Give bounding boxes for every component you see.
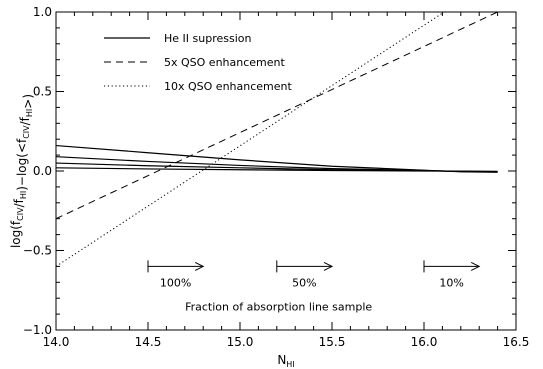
x-tick-label: 15.0	[227, 335, 254, 349]
annotation-caption: Fraction of absorption line sample	[185, 300, 372, 313]
series-line-dotted	[56, 12, 446, 267]
y-tick-label: 1.0	[33, 5, 52, 19]
y-tick-label: −0.5	[23, 244, 52, 258]
annotation-percent-label: 10%	[439, 276, 463, 289]
annotation-arrow-head	[194, 261, 205, 271]
x-tick-label: 16.5	[503, 335, 530, 349]
y-tick-label: −1.0	[23, 323, 52, 337]
x-axis-label: NHI	[277, 353, 294, 369]
x-tick-label: 14.5	[135, 335, 162, 349]
x-tick-label: 15.5	[319, 335, 346, 349]
legend-label: 10x QSO enhancement	[164, 80, 292, 93]
annotation-percent-label: 50%	[292, 276, 316, 289]
series-line-dashed	[56, 12, 498, 220]
x-tick-label: 14.0	[43, 335, 70, 349]
x-tick-label: 16.0	[411, 335, 438, 349]
annotation-percent-label: 100%	[160, 276, 191, 289]
legend-label: He II supression	[164, 32, 252, 45]
y-axis-label: log(fCIV/fHI)−log(<fCIV/fHI>)	[9, 94, 35, 248]
annotation-arrow-head	[470, 261, 481, 271]
y-tick-label: 0.5	[33, 85, 52, 99]
legend-label: 5x QSO enhancement	[164, 56, 285, 69]
annotation-arrow-head	[323, 261, 334, 271]
y-tick-label: 0.0	[33, 164, 52, 178]
series-line-solid	[56, 167, 498, 172]
